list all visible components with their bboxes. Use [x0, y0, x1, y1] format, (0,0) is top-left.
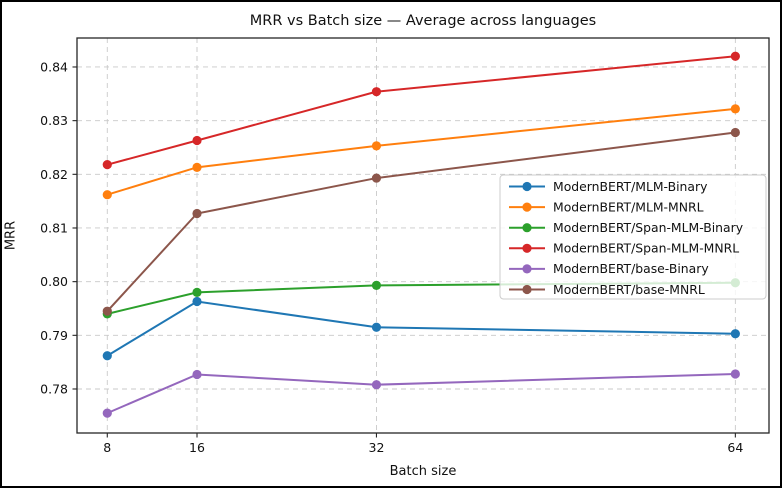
x-tick-label: 8: [103, 440, 111, 455]
series-ModernBERT/base-Binary: [102, 369, 740, 418]
data-point: [730, 104, 740, 114]
data-point: [192, 287, 202, 297]
data-point: [102, 190, 112, 200]
data-point: [730, 369, 740, 379]
legend-marker: [522, 202, 532, 212]
legend-marker: [522, 264, 532, 274]
data-point: [192, 296, 202, 307]
y-tick-label: 0.83: [40, 113, 68, 128]
legend-marker: [522, 181, 532, 192]
chart-title: MRR vs Batch size — Average across langu…: [249, 13, 597, 29]
data-point: [371, 322, 382, 332]
legend-label: ModernBERT/Span-MLM-Binary: [553, 220, 743, 235]
legend: ModernBERT/MLM-Binary ModernBERT/MLM-MNRL…: [499, 174, 767, 300]
data-point: [102, 160, 112, 170]
data-point: [192, 135, 202, 146]
y-tick-label: 0.81: [40, 220, 68, 235]
legend-label: ModernBERT/Span-MLM-MNRL: [553, 241, 739, 256]
y-axis: 0.78 0.79 0.80 0.81 0.82 0.83 0.84: [40, 59, 77, 396]
x-axis-label: Batch size: [389, 464, 457, 479]
plot-border: [76, 37, 770, 434]
data-point: [371, 380, 382, 390]
data-point: [102, 408, 112, 418]
y-axis-label: MRR: [3, 220, 19, 251]
data-point: [192, 369, 202, 380]
data-point: [371, 87, 382, 97]
data-point: [371, 280, 382, 291]
y-tick-label: 0.79: [40, 328, 68, 343]
x-tick-label: 16: [189, 440, 205, 455]
legend-label: ModernBERT/MLM-MNRL: [553, 199, 704, 214]
data-point: [192, 162, 202, 172]
data-point: [102, 306, 112, 316]
data-point: [192, 208, 202, 219]
series-ModernBERT/MLM-MNRL: [102, 104, 740, 200]
series-ModernBERT/base-MNRL: [102, 127, 740, 316]
data-point: [730, 127, 740, 138]
series-ModernBERT/Span-MLM-MNRL: [102, 51, 740, 170]
legend-marker: [522, 223, 532, 233]
data-point: [730, 51, 740, 61]
x-tick-label: 32: [369, 440, 385, 455]
data-point: [371, 173, 382, 183]
x-tick-label: 64: [727, 440, 743, 455]
y-tick-label: 0.80: [40, 274, 68, 289]
legend-label: ModernBERT/base-Binary: [553, 261, 709, 276]
legend-marker: [522, 284, 532, 295]
legend-label: ModernBERT/base-MNRL: [553, 282, 705, 297]
legend-label: ModernBERT/MLM-Binary: [553, 179, 707, 194]
legend-marker: [522, 243, 532, 253]
data-point: [371, 141, 382, 151]
x-axis: 8 16 32 64: [103, 433, 743, 455]
y-tick-label: 0.78: [40, 381, 68, 396]
y-tick-label: 0.82: [40, 167, 68, 182]
data-point: [102, 351, 112, 361]
y-tick-label: 0.84: [40, 59, 68, 74]
data-point: [730, 329, 740, 339]
series-ModernBERT/MLM-Binary: [102, 296, 740, 361]
